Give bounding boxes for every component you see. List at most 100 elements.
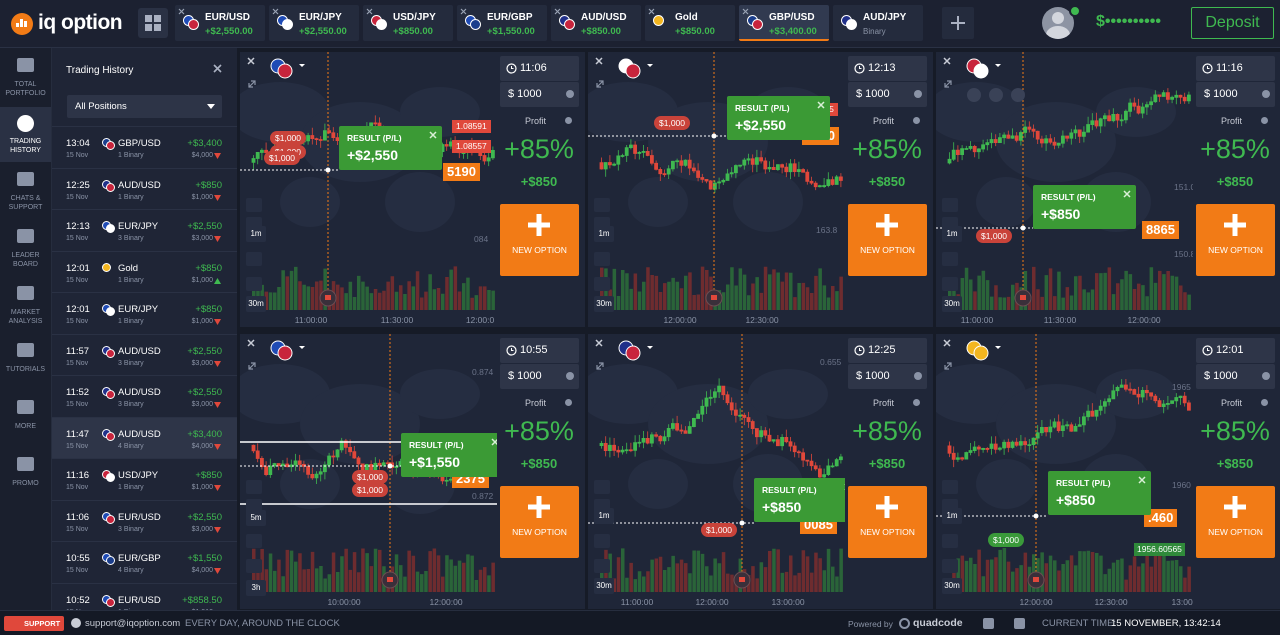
price-label: 163.8 bbox=[816, 225, 838, 235]
sidebar-item[interactable]: TOTAL PORTFOLIO bbox=[0, 50, 51, 105]
clock-icon bbox=[506, 63, 517, 74]
price-label: 151.0 bbox=[1174, 182, 1196, 192]
asset-tab[interactable]: AUD/USD +$850.00 bbox=[551, 5, 641, 41]
timeframe-button[interactable]: 30m bbox=[942, 296, 962, 312]
price-label: 150.8 bbox=[1174, 249, 1196, 259]
new-option-button[interactable]: NEW OPTION bbox=[500, 486, 579, 558]
profit-percent: +85% bbox=[504, 416, 574, 446]
timeframe-button[interactable]: 1m bbox=[594, 226, 614, 242]
timeframe-button[interactable]: 1m bbox=[942, 226, 962, 242]
sidebar-icon bbox=[17, 343, 34, 357]
strike-point bbox=[1033, 513, 1039, 519]
investment-amount[interactable]: $ 1000 bbox=[500, 364, 579, 389]
footer-control[interactable] bbox=[1014, 618, 1025, 629]
flag-icon bbox=[106, 141, 116, 151]
history-row[interactable]: 11:57 15 Nov AUD/USD 3 Binary +$2,550 $3,000 bbox=[52, 333, 237, 375]
investment-amount[interactable]: $ 1000 bbox=[848, 364, 927, 389]
row-time: 10:52 bbox=[66, 594, 90, 606]
new-option-button[interactable]: NEW OPTION bbox=[500, 204, 579, 276]
timeframe-button[interactable]: 30m bbox=[594, 578, 614, 594]
investment-amount[interactable]: $ 1000 bbox=[500, 82, 579, 107]
expiry-time[interactable]: 12:13 bbox=[848, 56, 927, 81]
row-time: 11:16 bbox=[66, 470, 90, 481]
investment-amount[interactable]: $ 1000 bbox=[848, 82, 927, 107]
history-row[interactable]: 10:52 15 Nov EUR/USD 1 Binary +$858.50 $1,010 bbox=[52, 582, 237, 610]
sidebar-item[interactable]: LEADER BOARD bbox=[0, 221, 51, 276]
footer-control[interactable] bbox=[983, 618, 994, 629]
x-axis-label: 11:00:00 bbox=[621, 597, 654, 607]
history-row[interactable]: 11:06 15 Nov EUR/USD 3 Binary +$2,550 $3,000 bbox=[52, 499, 237, 541]
timeframe-button[interactable]: 1m bbox=[246, 226, 266, 242]
add-tab-button[interactable] bbox=[942, 7, 974, 39]
new-option-button[interactable]: NEW OPTION bbox=[1196, 204, 1275, 276]
history-row[interactable]: 10:55 15 Nov EUR/GBP 4 Binary +$1,550 $4,000 bbox=[52, 541, 237, 582]
sidebar-item[interactable]: MORE bbox=[0, 392, 51, 440]
history-row[interactable]: 12:25 15 Nov AUD/USD 1 Binary +$850 $1,000 bbox=[52, 167, 237, 209]
timeframe-button[interactable]: 30m bbox=[942, 578, 962, 594]
history-row[interactable]: 12:01 15 Nov EUR/JPY 1 Binary +$850 $1,000 bbox=[52, 292, 237, 333]
support-button[interactable]: SUPPORT bbox=[4, 616, 64, 631]
grid-menu-button[interactable] bbox=[138, 8, 168, 38]
sidebar-item[interactable]: PROMO bbox=[0, 449, 51, 504]
investment-amount[interactable]: $ 1000 bbox=[1196, 82, 1275, 107]
tab-type: Binary bbox=[863, 27, 886, 36]
sidebar-item[interactable]: CHATS & SUPPORT bbox=[0, 164, 51, 219]
close-icon bbox=[460, 8, 467, 15]
tab-close bbox=[742, 8, 749, 15]
expiry-time[interactable]: 10:55 bbox=[500, 338, 579, 363]
expiry-time[interactable]: 11:06 bbox=[500, 56, 579, 81]
deposit-button[interactable]: Deposit bbox=[1191, 7, 1274, 39]
sidebar-label: MORE bbox=[15, 423, 36, 430]
account-balance[interactable]: $•••••••••• bbox=[1096, 13, 1161, 30]
investment-amount[interactable]: $ 1000 bbox=[1196, 364, 1275, 389]
expiry-time[interactable]: 12:01 bbox=[1196, 338, 1275, 363]
asset-tab[interactable]: GBP/USD +$3,400.00 bbox=[739, 5, 829, 41]
filter-label: All Positions bbox=[75, 101, 127, 112]
asset-tab[interactable]: EUR/USD +$2,550.00 bbox=[175, 5, 265, 41]
asset-tab[interactable]: EUR/GBP +$1,550.00 bbox=[457, 5, 547, 41]
row-time: 12:01 bbox=[66, 262, 90, 274]
row-date: 15 Nov bbox=[66, 442, 89, 450]
new-option-button[interactable]: NEW OPTION bbox=[848, 486, 927, 558]
sidebar-item[interactable]: TRADING HISTORY bbox=[0, 107, 51, 162]
flag-icon bbox=[751, 18, 763, 30]
sidebar-item[interactable]: MARKET ANALYSIS bbox=[0, 278, 51, 333]
timeframe-button[interactable]: 1m bbox=[942, 508, 962, 524]
logo-bar bbox=[20, 19, 23, 27]
trade-panel: 11:00:00 11:30:00 12:00:00 1m 30m 151.0 8865 15… bbox=[936, 52, 1280, 327]
asset-tab[interactable]: USD/JPY +$850.00 bbox=[363, 5, 453, 41]
new-option-button[interactable]: NEW OPTION bbox=[848, 204, 927, 276]
new-option-button[interactable]: NEW OPTION bbox=[1196, 486, 1275, 558]
history-row[interactable]: 12:13 15 Nov EUR/JPY 3 Binary +$2,550 $3,000 bbox=[52, 209, 237, 250]
clock bbox=[1202, 63, 1213, 74]
info-icon bbox=[566, 372, 574, 380]
chart-tool bbox=[942, 252, 958, 266]
x-axis-label: 12:00:0 bbox=[466, 315, 495, 325]
history-row[interactable]: 13:04 15 Nov GBP/USD 1 Binary +$3,400 $4,000 bbox=[52, 126, 237, 167]
x-axis-label: 12:00:00 bbox=[1127, 315, 1160, 325]
asset-tab[interactable]: AUD/JPY Binary bbox=[833, 5, 923, 41]
x-axis-label: 11:30:00 bbox=[1044, 315, 1077, 325]
timeframe-button[interactable]: 30m bbox=[246, 296, 266, 312]
history-row[interactable]: 12:01 15 Nov Gold 1 Binary +$850 $1,000 bbox=[52, 250, 237, 292]
trade-bubble: $1,000 bbox=[270, 131, 306, 145]
timeframe-button[interactable]: 3h bbox=[246, 580, 266, 596]
candles-up bbox=[956, 379, 1183, 462]
asset-tab[interactable]: Gold +$850.00 bbox=[645, 5, 735, 41]
row-amount: $1,000 bbox=[191, 484, 213, 491]
positions-filter[interactable]: All Positions bbox=[67, 95, 222, 118]
timeframe-button[interactable]: 30m bbox=[594, 296, 614, 312]
timeframe-button[interactable]: 5m bbox=[246, 510, 266, 526]
sidebar-label: CHATS & SUPPORT bbox=[8, 195, 43, 211]
avatar[interactable] bbox=[1042, 7, 1074, 39]
profit-percent: +85% bbox=[852, 134, 922, 164]
history-row[interactable]: 11:16 15 Nov USD/JPY 1 Binary +$850 $1,000 bbox=[52, 458, 237, 499]
expiry-time[interactable]: 11:16 bbox=[1196, 56, 1275, 81]
history-row[interactable]: 11:52 15 Nov AUD/USD 3 Binary +$2,550 $3,000 bbox=[52, 375, 237, 416]
sidebar-item[interactable]: TUTORIALS bbox=[0, 335, 51, 390]
timeframe-button[interactable]: 1m bbox=[594, 508, 614, 524]
support-email[interactable]: support@iqoption.com bbox=[85, 618, 181, 629]
expiry-time[interactable]: 12:25 bbox=[848, 338, 927, 363]
asset-tab[interactable]: EUR/JPY +$2,550.00 bbox=[269, 5, 359, 41]
history-row[interactable]: 11:47 15 Nov AUD/USD 4 Binary +$3,400 $4,000 bbox=[52, 416, 237, 458]
